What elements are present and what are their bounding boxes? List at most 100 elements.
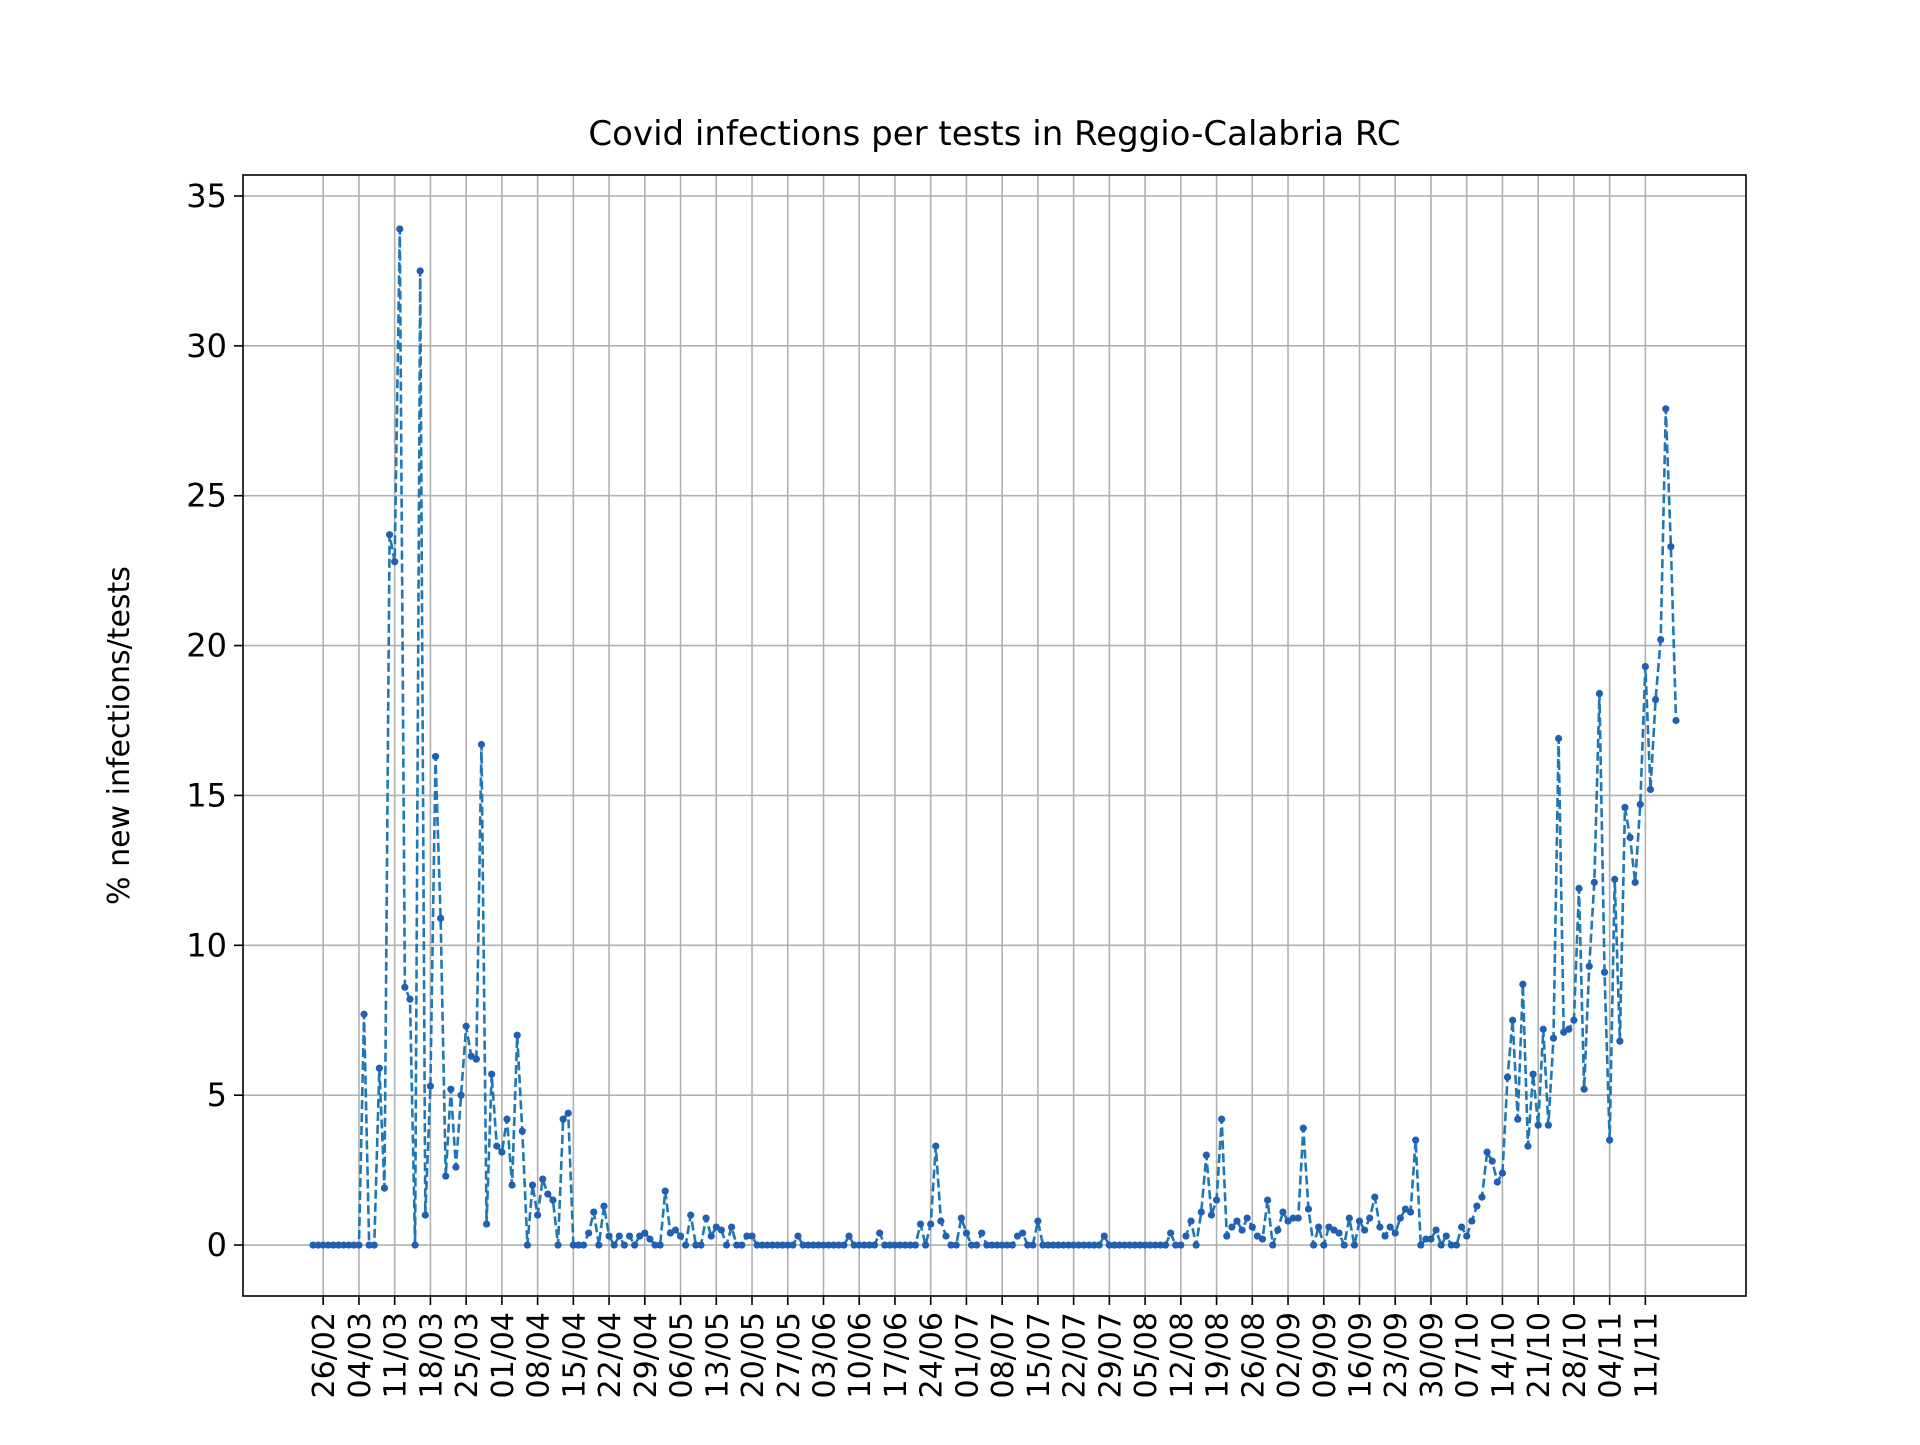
data-point [727, 1223, 736, 1231]
data-point [1233, 1217, 1241, 1225]
data-point [1064, 1241, 1073, 1249]
data-point [406, 995, 414, 1003]
data-point [554, 1241, 562, 1249]
data-point [789, 1241, 797, 1249]
x-tick-label: 08/07 [986, 1312, 1021, 1398]
data-point [1350, 1241, 1358, 1249]
y-tick-label: 15 [186, 776, 227, 814]
data-point [631, 1241, 639, 1249]
data-point [493, 1142, 501, 1150]
x-tick-label: 01/07 [950, 1312, 985, 1398]
data-point [360, 1010, 368, 1018]
x-tick-label: 03/06 [807, 1312, 842, 1398]
x-tick-label: 02/09 [1272, 1312, 1307, 1398]
data-point [758, 1241, 766, 1249]
data-point [957, 1214, 965, 1222]
data-point [1146, 1241, 1154, 1249]
data-point [978, 1229, 986, 1237]
data-point [1529, 1070, 1537, 1078]
y-tick-label: 0 [207, 1226, 227, 1264]
data-point [1218, 1115, 1226, 1123]
data-point [865, 1241, 874, 1249]
data-point [1366, 1214, 1374, 1222]
x-tick-label: 04/03 [343, 1312, 378, 1398]
data-point [855, 1241, 863, 1249]
data-point [1151, 1241, 1159, 1249]
x-tick-label: 27/05 [772, 1312, 807, 1398]
data-point [503, 1115, 511, 1123]
y-tick-label: 20 [186, 627, 227, 665]
data-point [472, 1055, 480, 1063]
data-point [1580, 1085, 1588, 1093]
data-point [988, 1241, 996, 1249]
data-point [1447, 1241, 1455, 1249]
data-point [1136, 1241, 1144, 1249]
data-point [1600, 968, 1609, 976]
data-point [523, 1241, 532, 1249]
data-point [1509, 1016, 1517, 1024]
data-point [1212, 1196, 1221, 1204]
data-point [1442, 1232, 1450, 1240]
data-point [1131, 1241, 1139, 1249]
data-point [340, 1241, 348, 1249]
data-point [1437, 1241, 1445, 1249]
x-tick-label: 06/05 [665, 1312, 700, 1398]
x-tick-label: 21/10 [1522, 1312, 1557, 1398]
data-point [983, 1241, 991, 1249]
data-point [937, 1217, 945, 1225]
data-point [595, 1241, 603, 1249]
data-point [534, 1211, 542, 1219]
x-tick-label: 26/08 [1236, 1312, 1271, 1398]
data-point [1616, 1037, 1624, 1045]
data-point [1478, 1193, 1486, 1201]
data-point [651, 1241, 659, 1249]
data-point [355, 1241, 363, 1249]
x-tick-label: 26/02 [307, 1312, 342, 1398]
x-tick-label: 30/09 [1415, 1312, 1450, 1398]
data-point [682, 1241, 690, 1249]
data-point [1172, 1241, 1180, 1249]
x-tick-label: 10/06 [843, 1312, 878, 1398]
data-point [539, 1175, 547, 1183]
data-point [1651, 695, 1660, 704]
x-tick-label: 11/03 [379, 1312, 414, 1398]
data-point [482, 1220, 491, 1228]
data-point [753, 1241, 761, 1249]
y-tick-label: 25 [186, 477, 227, 515]
data-point [1238, 1226, 1246, 1234]
data-point [1187, 1217, 1195, 1225]
data-point [1457, 1223, 1466, 1231]
x-axis: 26/02 04/03 11/03 18/03 25/03 01/04 08/04 15/04… [307, 1296, 1664, 1398]
data-point [1274, 1226, 1282, 1234]
x-tick-label: 07/10 [1451, 1312, 1486, 1398]
plot-frame [242, 174, 1747, 1297]
data-point [426, 1082, 435, 1090]
data-point [488, 1070, 496, 1078]
data-point [564, 1109, 572, 1117]
data-point [1008, 1241, 1016, 1249]
data-point [819, 1241, 828, 1249]
series-layer [309, 225, 1680, 1249]
data-point [1503, 1073, 1512, 1081]
data-point [881, 1241, 889, 1249]
data-point [1473, 1202, 1481, 1210]
x-tick-label: 08/04 [522, 1312, 557, 1398]
data-point [799, 1241, 807, 1249]
x-tick-label: 13/05 [700, 1312, 735, 1398]
data-point [1034, 1217, 1042, 1225]
data-point [1182, 1232, 1190, 1240]
data-point [1279, 1208, 1287, 1216]
data-point [1141, 1241, 1149, 1249]
data-point [1488, 1157, 1496, 1165]
data-point [1248, 1223, 1256, 1231]
data-point [1156, 1241, 1165, 1249]
data-point [1412, 1136, 1420, 1144]
data-point [1039, 1241, 1047, 1249]
data-point [1371, 1193, 1379, 1201]
data-point [1269, 1241, 1277, 1249]
data-point [615, 1232, 623, 1240]
data-point [794, 1232, 802, 1240]
data-point [579, 1241, 588, 1249]
data-point [1070, 1241, 1078, 1249]
data-point [993, 1241, 1001, 1249]
